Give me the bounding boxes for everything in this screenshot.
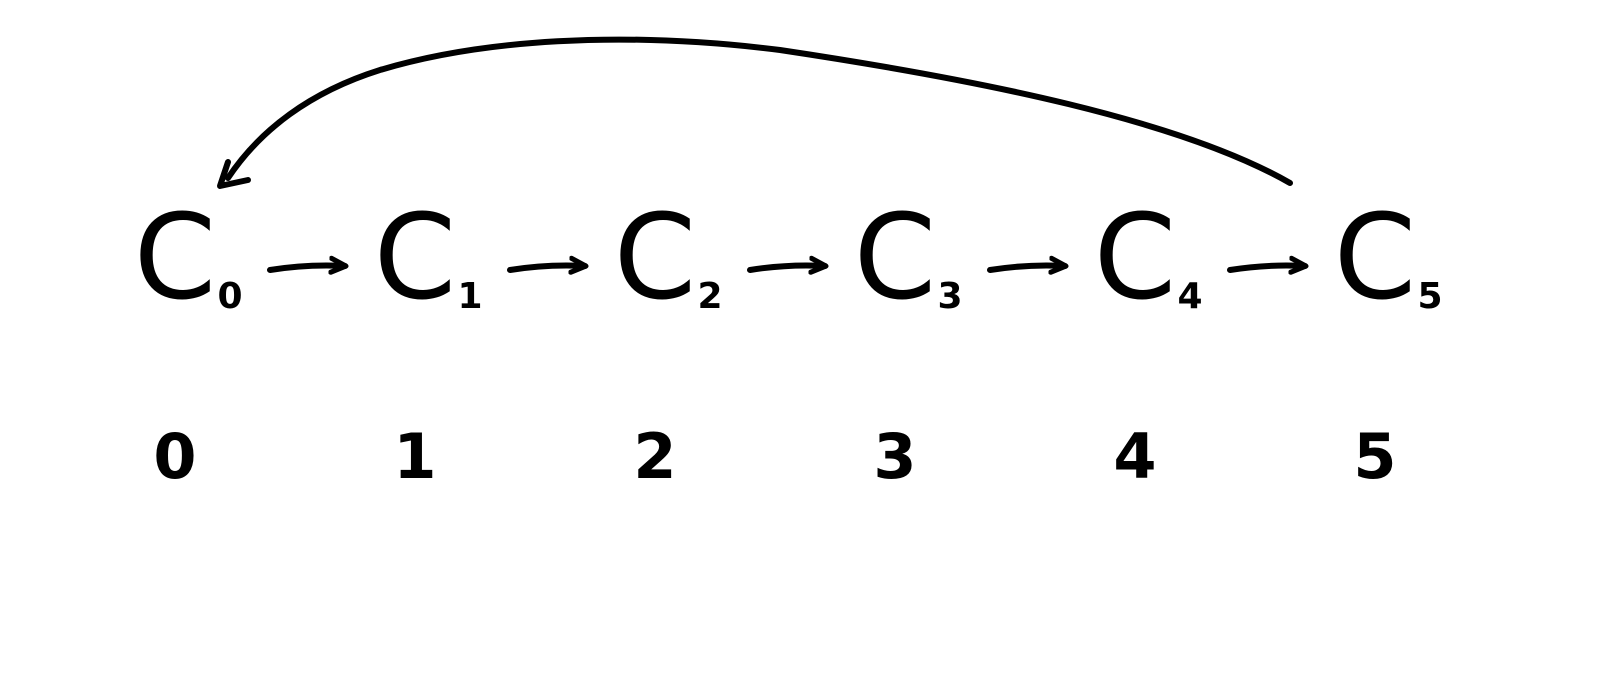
node-subscript: 0 [217, 276, 242, 317]
node-letter: C [134, 188, 216, 326]
index-label-0: 0 [153, 420, 196, 493]
node-letter: C [1334, 188, 1416, 326]
node-letter: C [374, 188, 456, 326]
node-subscript: 2 [697, 276, 722, 317]
edge-c3-to-c4 [990, 266, 1065, 271]
index-label-1: 1 [393, 420, 436, 493]
edge-c4-to-c5 [1230, 266, 1305, 271]
node-subscript: 5 [1417, 276, 1442, 317]
node-letter: C [1094, 188, 1176, 326]
edge-c2-to-c3 [750, 266, 825, 271]
node-subscript: 4 [1177, 276, 1202, 317]
index-label-3: 3 [873, 420, 916, 493]
node-letter: C [614, 188, 696, 326]
node-subscript: 1 [457, 276, 482, 317]
edge-c5-to-c0 [228, 40, 1290, 183]
edge-c1-to-c2 [510, 266, 585, 271]
node-letter: C [854, 188, 936, 326]
index-label-5: 5 [1353, 420, 1396, 493]
index-label-4: 4 [1113, 420, 1156, 493]
edge-c0-to-c1 [270, 266, 345, 271]
index-labels-layer: 0 1 2 3 4 5 [153, 420, 1396, 493]
node-subscript: 3 [937, 276, 962, 317]
index-label-2: 2 [633, 420, 676, 493]
